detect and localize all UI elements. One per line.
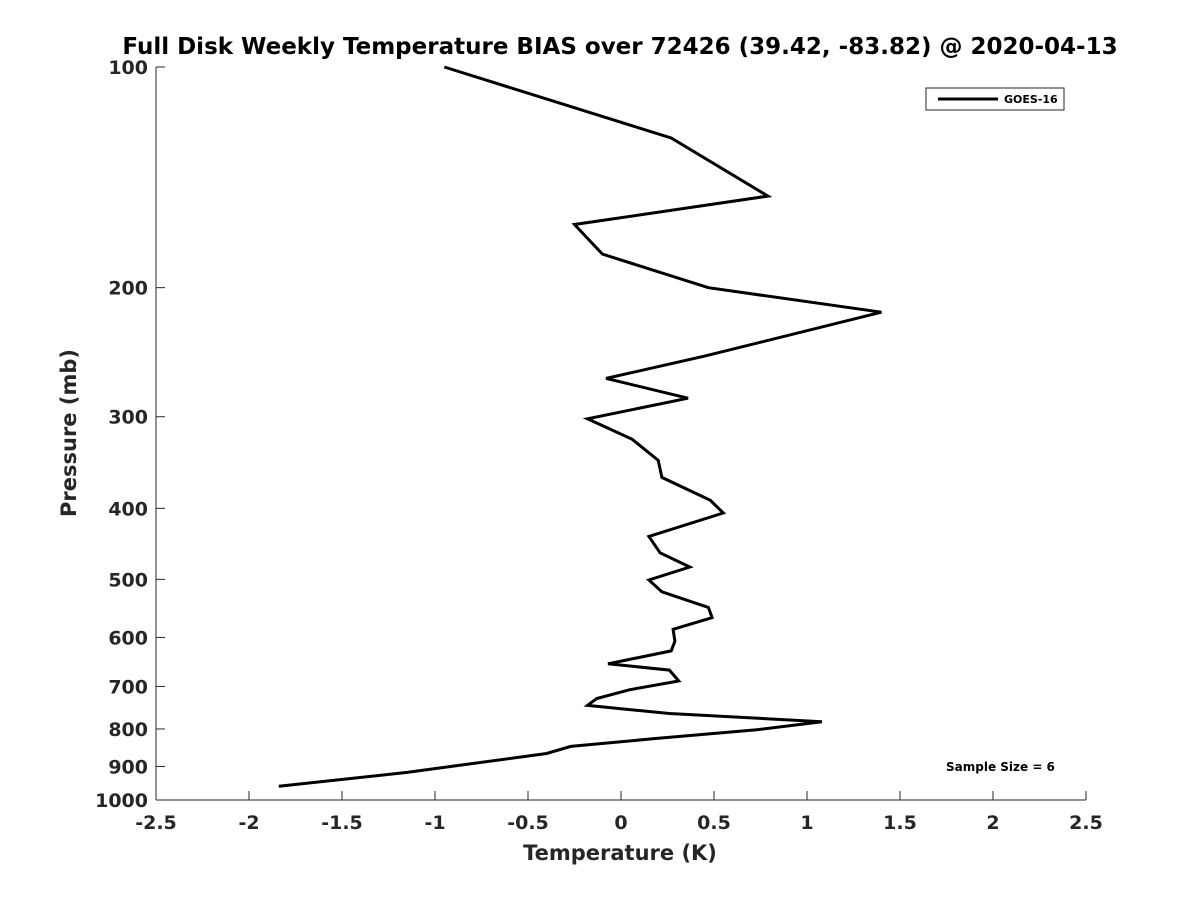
legend-goes-16-label: GOES-16 [1004,93,1058,106]
x-tick-label: 0 [614,812,627,834]
y-tick-label: 800 [108,719,148,741]
sample-size-annotation: Sample Size = 6 [946,760,1055,774]
x-tick-label: 0.5 [697,812,731,834]
y-tick-label: 500 [108,569,148,591]
y-tick-label: 900 [108,756,148,778]
y-tick-label: 200 [108,278,148,300]
y-tick-label: 700 [108,676,148,698]
y-tick-label: 1000 [95,790,148,812]
x-axis-label: Temperature (K) [523,841,717,865]
x-tick-label: 1.5 [883,812,917,834]
y-axis-label: Pressure (mb) [57,349,81,517]
y-tick-label: 100 [108,57,148,79]
x-tick-label: -1.5 [321,812,363,834]
x-tick-label: -0.5 [507,812,549,834]
y-tick-label: 400 [108,498,148,520]
chart-title: Full Disk Weekly Temperature BIAS over 7… [122,34,1117,60]
x-tick-label: -1 [424,812,445,834]
x-tick-label: 2.5 [1069,812,1103,834]
series-goes-16-line [278,65,882,788]
x-axis-ticks: -2.5 -2 -1.5 -1 -0.5 0 0.5 1 1.5 2 2.5 [135,791,1103,834]
x-tick-label: -2 [238,812,259,834]
x-tick-label: 1 [800,812,813,834]
x-tick-label: 2 [986,812,999,834]
x-tick-label: -2.5 [135,812,177,834]
y-tick-label: 300 [108,407,148,429]
legend: GOES-16 [925,87,1065,111]
y-tick-label: 600 [108,627,148,649]
y-axis-ticks: 100 200 300 400 500 600 700 800 900 1000 [95,57,165,812]
